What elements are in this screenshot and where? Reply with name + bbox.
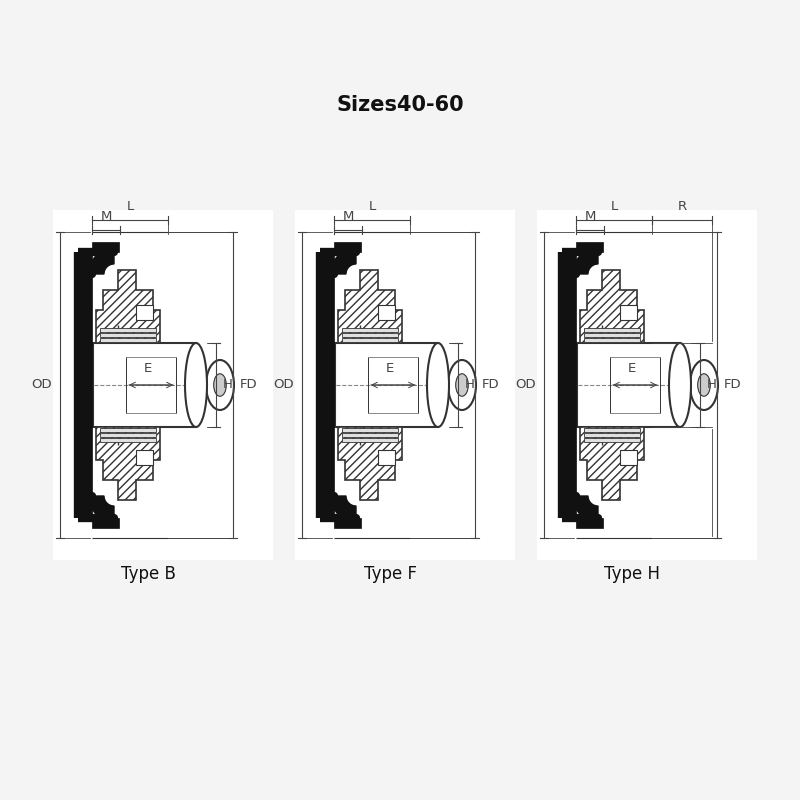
Polygon shape [378,450,395,465]
Polygon shape [584,428,640,432]
Polygon shape [577,343,680,427]
Ellipse shape [690,360,718,410]
Ellipse shape [185,343,207,427]
Polygon shape [342,338,398,342]
Ellipse shape [427,343,449,427]
Polygon shape [562,252,576,518]
Polygon shape [92,518,119,528]
Polygon shape [334,242,361,252]
Polygon shape [620,450,637,465]
Text: Sizes40-60: Sizes40-60 [336,95,464,115]
Text: E: E [144,362,152,375]
Polygon shape [92,252,114,274]
Polygon shape [78,252,92,518]
Text: H: H [465,378,475,391]
Polygon shape [342,328,398,332]
Polygon shape [100,338,156,342]
Polygon shape [576,252,598,274]
Text: M: M [342,210,354,223]
Polygon shape [93,343,196,427]
Polygon shape [584,438,640,442]
Ellipse shape [206,360,234,410]
Polygon shape [338,270,402,343]
Text: E: E [628,362,636,375]
Text: R: R [678,200,686,213]
Polygon shape [92,496,114,518]
Polygon shape [584,333,640,337]
Text: FD: FD [482,378,500,391]
Ellipse shape [214,374,226,396]
Bar [537,210,757,560]
Text: OD: OD [515,378,536,391]
Polygon shape [584,433,640,437]
Polygon shape [334,252,356,274]
Polygon shape [576,496,598,518]
Polygon shape [92,242,119,252]
Text: M: M [100,210,112,223]
Text: FD: FD [724,378,742,391]
Polygon shape [100,428,156,432]
Text: M: M [584,210,596,223]
Polygon shape [335,343,438,427]
Text: FD: FD [240,378,258,391]
Ellipse shape [448,360,476,410]
Polygon shape [342,428,398,432]
Polygon shape [100,438,156,442]
Ellipse shape [669,343,691,427]
Polygon shape [334,496,356,518]
Polygon shape [342,433,398,437]
Text: E: E [386,362,394,375]
Ellipse shape [456,374,468,396]
Polygon shape [584,328,640,332]
Polygon shape [96,427,160,500]
Text: L: L [368,200,376,213]
Polygon shape [136,305,153,320]
Polygon shape [580,270,644,343]
Ellipse shape [698,374,710,396]
Polygon shape [96,270,160,343]
Polygon shape [100,328,156,332]
Bar [295,210,515,560]
Polygon shape [100,333,156,337]
Bar [53,210,273,560]
Polygon shape [334,518,361,528]
Polygon shape [576,518,603,528]
Text: H: H [223,378,233,391]
Polygon shape [584,338,640,342]
Text: L: L [126,200,134,213]
Text: L: L [610,200,618,213]
Polygon shape [580,427,644,500]
Polygon shape [100,433,156,437]
Polygon shape [342,333,398,337]
Text: Type B: Type B [121,565,175,583]
Polygon shape [576,242,603,252]
Text: OD: OD [274,378,294,391]
Polygon shape [136,450,153,465]
Polygon shape [320,252,334,518]
Text: Type F: Type F [363,565,417,583]
Text: Type H: Type H [604,565,660,583]
Polygon shape [620,305,637,320]
Text: OD: OD [31,378,52,391]
Text: H: H [707,378,717,391]
Polygon shape [342,438,398,442]
Polygon shape [378,305,395,320]
Polygon shape [338,427,402,500]
